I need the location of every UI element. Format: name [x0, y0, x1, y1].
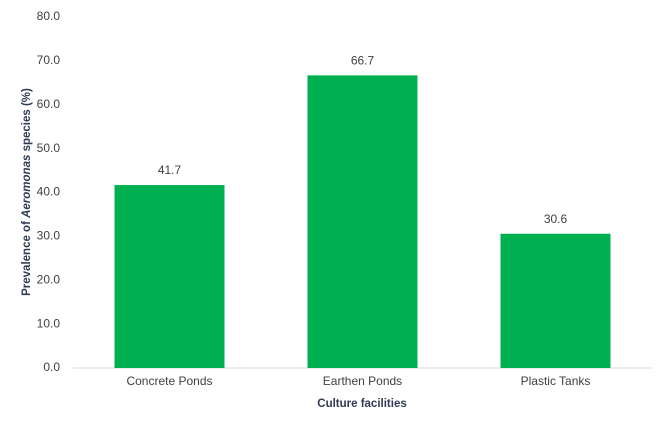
- y-tick-label: 20.0: [37, 272, 61, 286]
- bar: [114, 185, 225, 368]
- data-label: 41.7: [158, 163, 182, 177]
- y-tick-label: 60.0: [37, 97, 61, 111]
- y-tick-label: 0.0: [43, 360, 60, 374]
- y-tick-label: 80.0: [37, 9, 61, 23]
- y-tick-label: 50.0: [37, 141, 61, 155]
- y-axis-title-part: Prevalence of: [21, 218, 33, 296]
- y-tick-label: 40.0: [37, 185, 61, 199]
- y-tick-label: 10.0: [37, 316, 61, 330]
- y-axis-title-part: Aeromonas: [21, 155, 33, 219]
- bar: [500, 233, 611, 368]
- x-tick-label: Plastic Tanks: [521, 374, 591, 388]
- y-axis-title-part: species (%): [21, 88, 33, 155]
- bar: [307, 75, 418, 368]
- data-label: 66.7: [351, 54, 375, 68]
- y-tick-label: 70.0: [37, 53, 61, 67]
- y-tick-label: 30.0: [37, 229, 61, 243]
- x-axis-title: Culture facilities: [317, 398, 406, 410]
- data-label: 30.6: [544, 212, 568, 226]
- x-tick-label: Concrete Ponds: [126, 374, 212, 388]
- y-axis-title: Prevalence of Aeromonas species (%): [21, 88, 33, 296]
- x-tick-label: Earthen Ponds: [323, 374, 402, 388]
